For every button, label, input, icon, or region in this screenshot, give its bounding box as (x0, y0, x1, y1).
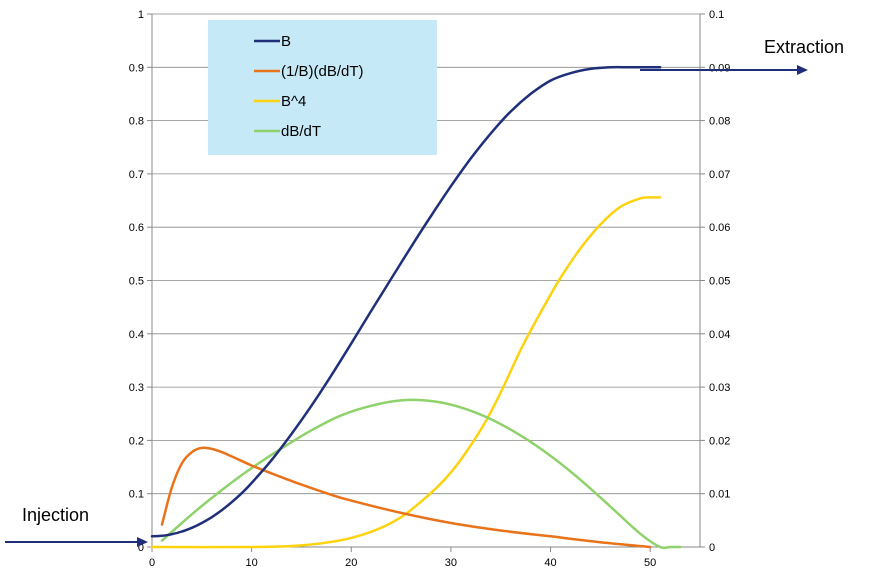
y2-tick-label: 0.03 (709, 382, 730, 394)
series-lines (150, 65, 682, 550)
y2-tick-label: 0.02 (709, 435, 730, 447)
y-tick-label: 0.3 (129, 382, 144, 394)
x-tick-label: 0 (149, 557, 155, 569)
y-tick-label: 0.6 (129, 222, 144, 234)
legend-label: (1/B)(dB/dT) (281, 63, 364, 80)
y-tick-label: 0 (138, 542, 144, 554)
x-tick-label: 20 (345, 557, 357, 569)
legend-label: dB/dT (281, 123, 321, 140)
y2-axis-ticks: 0 0.01 0.02 0.03 0.04 0.05 0.06 0.07 0.08 0.09 0.1 (700, 9, 730, 554)
y2-tick-label: 0.09 (709, 62, 730, 74)
y2-tick-label: 0.07 (709, 169, 730, 181)
y2-tick-label: 0.06 (709, 222, 730, 234)
legend-label: B (281, 33, 291, 50)
legend-label: B^4 (281, 93, 306, 110)
x-tick-label: 40 (544, 557, 556, 569)
series-line-1-b-db-dt (160, 446, 652, 549)
series-line-b (150, 65, 662, 538)
y-tick-label: 0.7 (129, 169, 144, 181)
y-axis-ticks: 0 0.1 0.2 0.3 0.4 0.5 0.6 0.7 0.8 0.9 1 (129, 9, 152, 554)
y2-tick-label: 0.04 (709, 329, 730, 341)
series-line-b-4 (150, 196, 662, 549)
y2-tick-label: 0.1 (709, 9, 724, 21)
y-tick-label: 1 (138, 9, 144, 21)
x-tick-label: 30 (445, 557, 457, 569)
injection-arrow-head (137, 537, 148, 547)
extraction-arrow-head (797, 65, 808, 75)
x-tick-label: 10 (246, 557, 258, 569)
y-tick-label: 0.2 (129, 435, 144, 447)
injection-annotation: Injection (5, 505, 148, 547)
extraction-annotation: Extraction (640, 37, 844, 75)
y-tick-label: 0.5 (129, 276, 144, 288)
legend-box (208, 20, 437, 155)
extraction-label: Extraction (764, 37, 844, 57)
y2-tick-label: 0.05 (709, 276, 730, 288)
x-tick-label: 50 (644, 557, 656, 569)
y-tick-label: 0.9 (129, 62, 144, 74)
y-tick-label: 0.8 (129, 116, 144, 128)
y2-tick-label: 0.01 (709, 489, 730, 501)
series-line-db-dt (160, 398, 682, 550)
y-tick-label: 0.4 (129, 329, 144, 341)
injection-label: Injection (22, 505, 89, 525)
y-tick-label: 0.1 (129, 489, 144, 501)
y2-tick-label: 0 (709, 542, 715, 554)
x-axis-ticks: 0 10 20 30 40 50 (149, 547, 656, 569)
y2-tick-label: 0.08 (709, 116, 730, 128)
legend: B (1/B)(dB/dT) B^4 dB/dT (208, 20, 437, 155)
